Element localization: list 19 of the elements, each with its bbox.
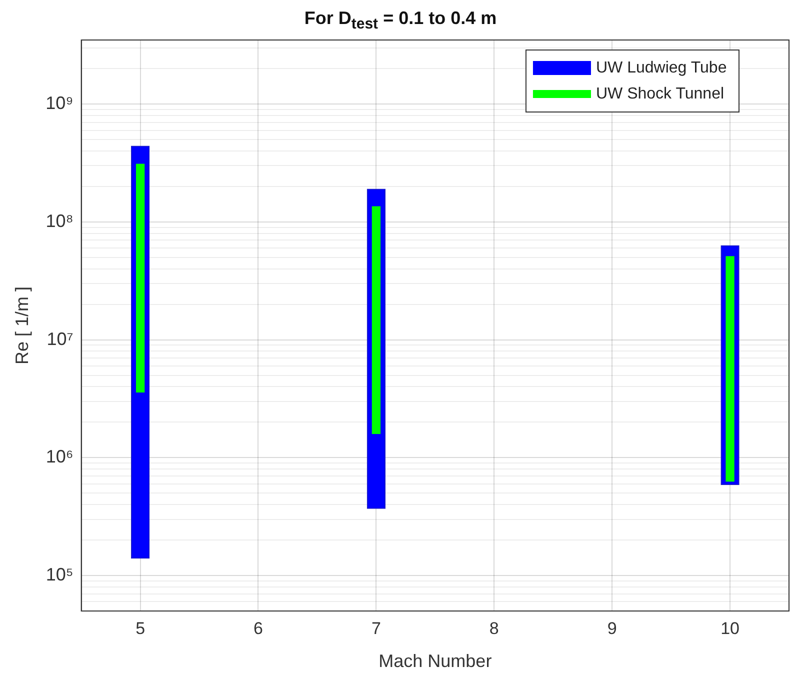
bar <box>726 256 734 482</box>
x-tick-label: 8 <box>489 618 499 638</box>
legend-label: UW Shock Tunnel <box>596 85 724 102</box>
bar <box>136 164 145 392</box>
x-tick-label: 7 <box>371 618 381 638</box>
y-axis-title: Re [ 1/m ] <box>12 286 32 365</box>
legend-label: UW Ludwieg Tube <box>596 59 727 76</box>
chart-title: For D$_{test}$ = 0.1 to 0.4 m <box>303 8 498 33</box>
x-tick-label: 10 <box>720 618 740 638</box>
y-tick-label: 10⁹ <box>46 93 74 114</box>
y-tick-label: 10⁵ <box>46 564 74 584</box>
x-tick-label: 6 <box>254 618 263 638</box>
y-tick-label: 10⁸ <box>46 210 74 231</box>
x-tick-label: 9 <box>607 618 617 638</box>
y-tick-label: 10⁷ <box>46 328 74 349</box>
bar <box>372 206 381 434</box>
x-tick-label: 5 <box>136 618 146 638</box>
y-tick-label: 10⁶ <box>46 446 74 467</box>
x-axis-title: Mach Number <box>378 651 492 672</box>
